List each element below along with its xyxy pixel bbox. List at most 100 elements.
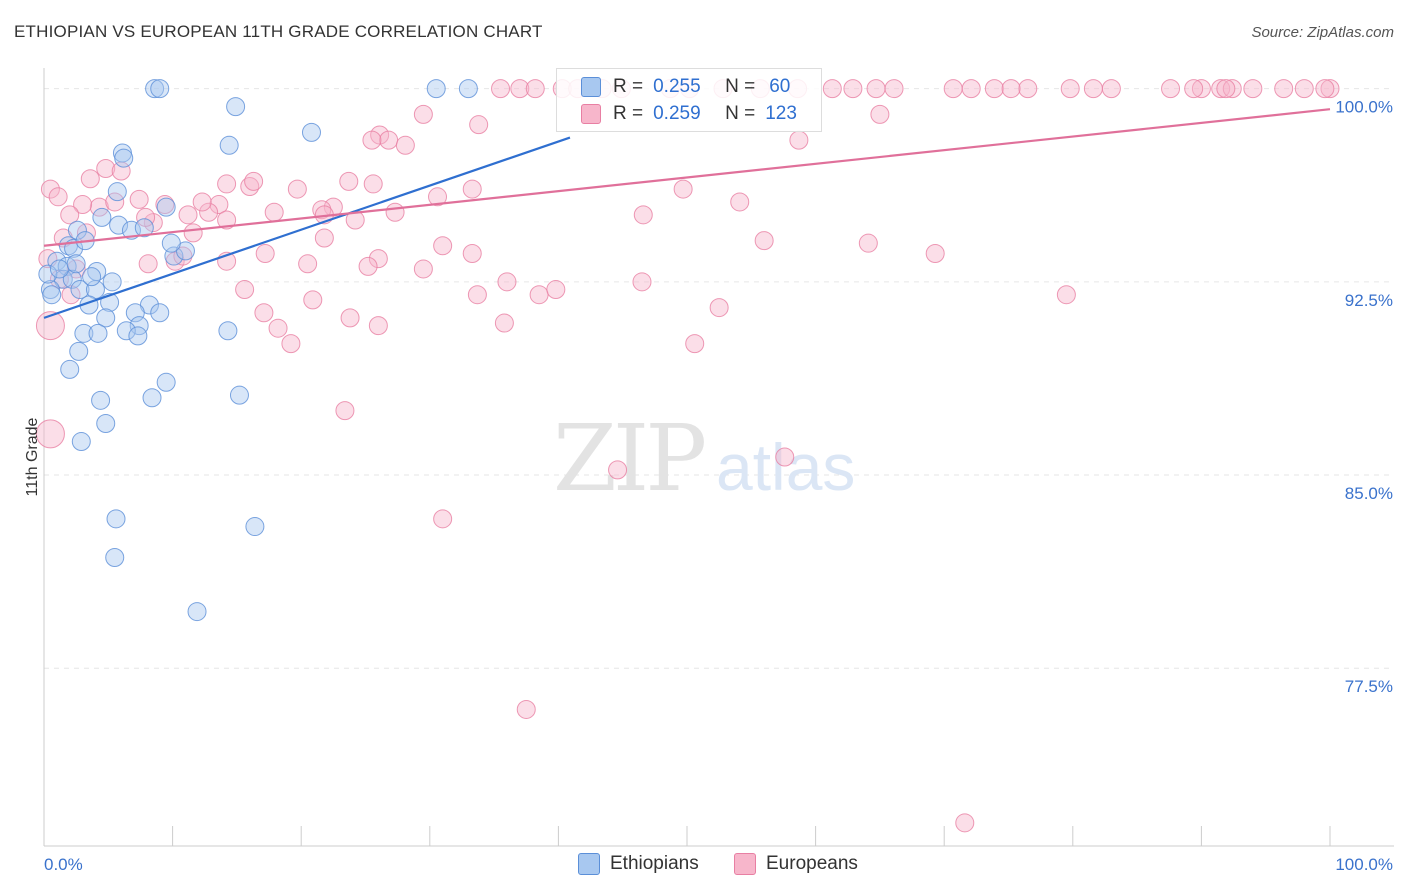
european-point	[61, 285, 81, 305]
y-axis-label: 11th Grade	[24, 417, 41, 497]
ethiopian-point	[96, 308, 116, 328]
european-point	[884, 79, 904, 99]
ethiopian-point	[245, 517, 265, 537]
european-point	[866, 79, 886, 99]
european-point	[961, 79, 981, 99]
ethiopian-point	[66, 254, 86, 274]
european-point	[955, 813, 975, 833]
european-point	[546, 280, 566, 300]
ethiopian-point	[74, 323, 94, 343]
european-point	[178, 205, 198, 225]
ethiopian-point	[62, 269, 82, 289]
chart-title: ETHIOPIAN VS EUROPEAN 11TH GRADE CORRELA…	[14, 22, 543, 41]
european-point	[339, 171, 359, 191]
y-tick-label: 77.5%	[1345, 677, 1393, 696]
ethiopian-point	[161, 233, 181, 253]
bottom-legend-ethiopians[interactable]: Ethiopians	[578, 850, 699, 878]
ethiopians-swatch	[581, 77, 601, 97]
european-point	[362, 130, 382, 150]
european-point	[510, 79, 530, 99]
ethiopian-point	[42, 285, 62, 305]
source-label: Source: ZipAtlas.com	[1251, 24, 1394, 41]
european-point	[413, 104, 433, 124]
european-point	[754, 231, 774, 251]
european-point	[529, 285, 549, 305]
european-point	[368, 249, 388, 269]
european-point	[312, 200, 332, 220]
european-point	[340, 308, 360, 328]
european-point	[314, 228, 334, 248]
european-point	[497, 272, 517, 292]
european-point	[217, 210, 237, 230]
ethiopian-point	[109, 215, 129, 235]
trend-lines	[43, 108, 1331, 319]
european-point	[136, 207, 156, 227]
european-point	[1056, 285, 1076, 305]
ethiopian-point	[91, 390, 111, 410]
european-point	[385, 202, 405, 222]
european-point	[789, 130, 809, 150]
ethiopian-point	[116, 321, 136, 341]
european-point	[633, 205, 653, 225]
european-point	[1001, 79, 1021, 99]
ethiopian-point	[426, 79, 446, 99]
european-point	[467, 285, 487, 305]
european-point	[925, 243, 945, 263]
european-point	[244, 171, 264, 191]
ethiopians-legend-swatch	[578, 853, 600, 875]
ethiopian-point	[128, 326, 148, 346]
ethiopian-point	[219, 135, 239, 155]
europeans-swatch	[581, 104, 601, 124]
european-point	[870, 104, 890, 124]
european-point	[730, 192, 750, 212]
european-point	[60, 205, 80, 225]
european-point	[255, 243, 275, 263]
european-point	[1294, 79, 1314, 99]
european-point	[525, 79, 545, 99]
european-point	[96, 158, 116, 178]
europeans-legend-label: Europeans	[766, 853, 858, 874]
european-point	[1161, 79, 1181, 99]
ethiopian-point	[102, 272, 122, 292]
european-point	[80, 169, 100, 189]
european-point	[858, 233, 878, 253]
european-point	[1274, 79, 1294, 99]
european-point	[943, 79, 963, 99]
european-point	[462, 243, 482, 263]
x-tick-labels: 0.0% 100.0%	[44, 855, 1393, 874]
ethiopians-series	[38, 79, 478, 622]
ethiopian-point	[301, 122, 321, 142]
european-point	[491, 79, 511, 99]
europeans-legend-swatch	[734, 853, 756, 875]
europeans-trend-line	[43, 108, 1331, 247]
ethiopian-point	[229, 385, 249, 405]
european-point	[1243, 79, 1263, 99]
european-point	[287, 179, 307, 199]
european-point	[1315, 79, 1335, 99]
bottom-legend-europeans[interactable]: Europeans	[734, 850, 858, 878]
european-point	[1184, 79, 1204, 99]
european-point	[217, 174, 237, 194]
european-point	[395, 135, 415, 155]
european-point	[368, 316, 388, 336]
european-point	[298, 254, 318, 274]
european-point	[494, 313, 514, 333]
european-point	[1060, 79, 1080, 99]
european-point	[240, 177, 260, 197]
european-point	[709, 298, 729, 318]
ethiopians-r-value: 0.255	[653, 76, 701, 97]
european-point	[775, 447, 795, 467]
european-point	[1191, 79, 1211, 99]
ethiopian-point	[218, 321, 238, 341]
ethiopian-point	[156, 372, 176, 392]
ethiopian-point	[226, 97, 246, 117]
europeans-r-value: 0.259	[653, 103, 701, 124]
european-point	[1101, 79, 1121, 99]
european-point	[379, 130, 399, 150]
ethiopian-point	[134, 218, 154, 238]
ethiopian-point	[107, 182, 127, 202]
european-point	[1320, 79, 1340, 99]
ethiopian-point	[70, 280, 90, 300]
ethiopian-point	[38, 264, 58, 284]
